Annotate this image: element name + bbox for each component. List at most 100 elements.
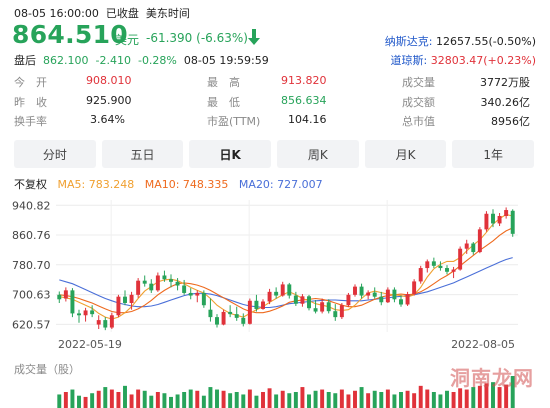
volume-bar [129,394,134,408]
afterhours-pct: -0.28% [137,54,177,67]
candle [103,317,108,331]
volume-bar [484,383,489,408]
volume-bar [142,390,147,408]
candle [188,288,193,300]
volume-bar [392,394,397,408]
volume-bar [379,392,384,408]
candle [431,257,436,269]
stat-high-label: 最 高 [207,76,240,89]
volume-bar [70,389,75,408]
candle [96,315,101,330]
volume-bar [162,393,167,408]
volume-bar [300,387,305,408]
stat-mcap-label: 总市值 [402,115,435,128]
candle [491,209,495,228]
candle [293,291,298,306]
volume-bar [116,392,121,408]
tab-daily-k[interactable]: 日K [189,140,272,168]
volume-bar [399,392,403,408]
candle [90,305,95,318]
y-tick-label: 620.57 [12,318,51,331]
candle [261,299,265,310]
candle [510,209,515,237]
candle [221,309,226,326]
tab-monthly-k[interactable]: 月K [364,140,447,168]
candle [484,211,489,232]
price-change: -61.390 (-6.63%) [146,31,248,45]
candle [313,300,318,314]
candle [267,288,272,305]
volume-bar [123,385,127,408]
stat-turnover: 3.64% [90,113,125,126]
adjust-selector[interactable]: 不复权 [14,178,47,191]
tab-5day[interactable]: 五日 [101,140,184,168]
candle [412,279,417,296]
candle [70,288,75,318]
volume-bar [471,387,476,408]
candle [399,295,403,307]
candle [359,283,364,299]
candle [142,275,147,287]
currency-label: 美元 [115,33,140,47]
period-tabs: 分时 五日 日K 周K 月K 1年 [14,140,535,168]
index-nasdaq[interactable]: 纳斯达克: 12657.55(-0.50%) [385,33,536,49]
down-arrow-icon [248,28,260,50]
volume-bar [195,390,200,408]
candle [169,274,173,288]
candle [477,227,482,254]
candle [274,287,279,299]
candle [77,309,81,323]
stat-mcap: 8956亿 [491,115,530,128]
candle [287,282,292,299]
volume-bar [247,389,252,408]
market-status: 已收盘 [105,7,139,20]
volume-bar [412,393,417,408]
ma10-legend: MA10: 748.335 [144,178,229,191]
candle [109,312,114,330]
volume-bar [313,390,318,408]
candle [215,314,219,328]
volume-bar [353,390,357,408]
candle [451,266,456,279]
index-dow[interactable]: 道琼斯: 32803.47(+0.23%) [391,52,536,68]
volume-bar [201,395,206,408]
volume-bar [464,389,469,408]
candle [405,291,410,306]
stat-open-label: 今 开 [14,76,47,89]
index-dow-name: 道琼斯: [390,54,428,67]
candle [445,265,449,275]
current-price: 864.510 [12,20,128,49]
candle [175,278,180,291]
candle [418,265,423,284]
candle [136,278,141,298]
candle [307,294,311,311]
candle [162,270,167,282]
volume-bar [63,392,68,408]
volume-bar [267,388,272,408]
volume-bar [307,394,311,408]
volume-bar [458,388,463,408]
y-tick-label: 780.70 [12,259,51,272]
candle [116,294,121,318]
candle [333,304,338,321]
tab-1year[interactable]: 1年 [452,140,535,168]
volume-bar [228,393,233,408]
candle [182,279,187,295]
candle [339,302,344,319]
volume-bar [103,387,108,408]
volume-bar [418,385,423,408]
candlestick-chart[interactable]: 940.82 860.76 780.70 700.63 620.57 2022-05-19… [0,192,550,354]
candle [379,291,384,306]
volume-bar [149,395,154,408]
stat-prev-label: 昨 收 [14,96,47,109]
volume-bar [339,389,344,408]
tab-weekly-k[interactable]: 周K [277,140,359,168]
candle [366,290,371,300]
volume-bar [169,396,173,408]
volume-bar [155,392,160,408]
y-tick-label: 940.82 [12,199,51,212]
tab-intraday[interactable]: 分时 [14,140,96,168]
candle [438,261,443,271]
candle [372,287,377,299]
stat-pe-label: 市盈(TTM) [207,115,261,128]
